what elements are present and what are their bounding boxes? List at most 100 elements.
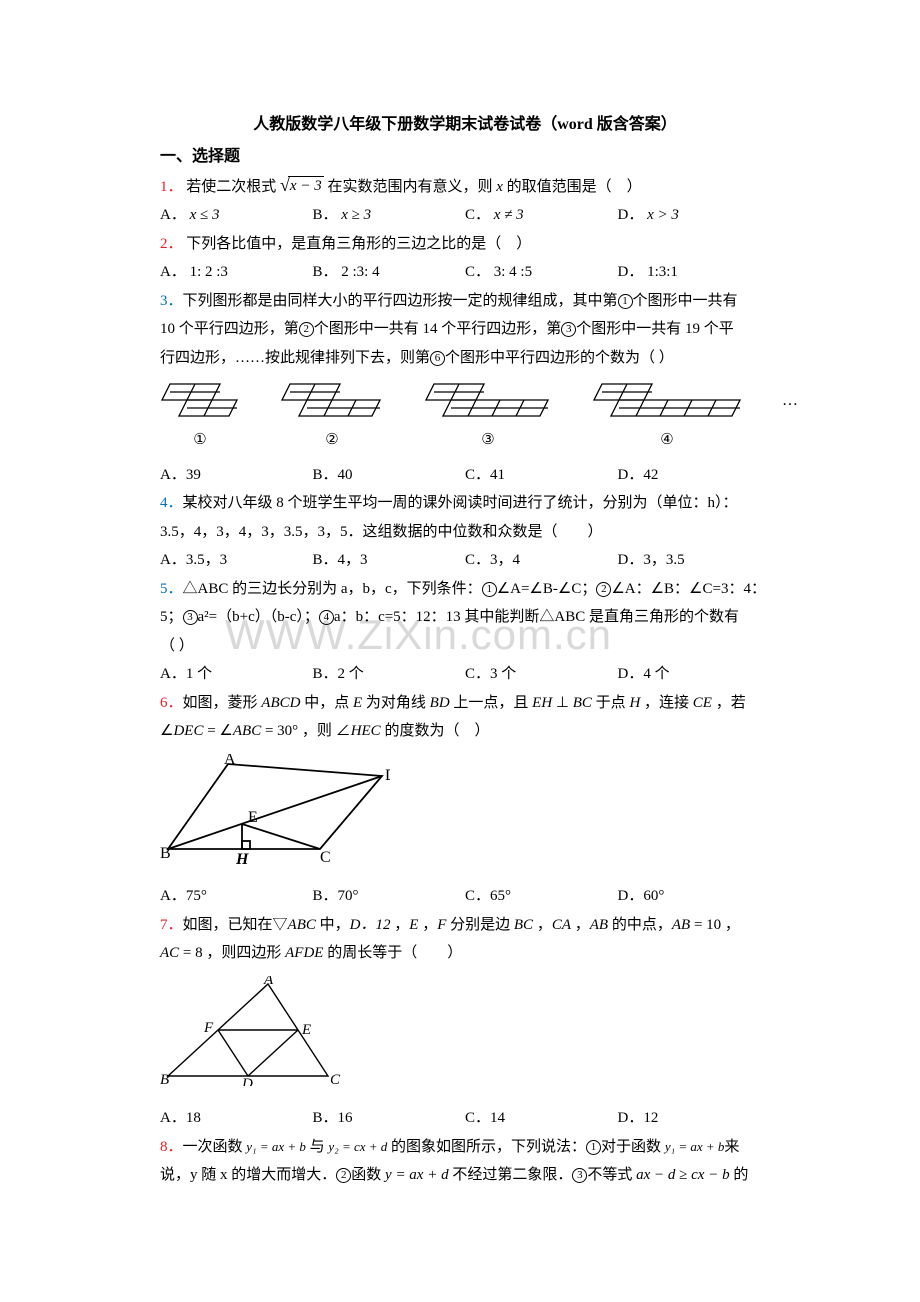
q7-opt-c: C．14 [465, 1104, 618, 1133]
q5-l1b: ∠A=∠B-∠C； [497, 581, 597, 597]
q3-line3: 行四边形，……按此规律排列下去，则第6个图形中平行四边形的个数为（ ） [160, 344, 770, 373]
circled-3-icon: 3 [183, 610, 198, 625]
q3-l3b: 个图形中平行四边形的个数为（ ） [445, 350, 674, 366]
q3-l1b: 个图形中一共有 [633, 293, 738, 309]
circled-2-icon: 2 [336, 1168, 351, 1183]
q5-l2c: a：b：c=5：12：13 其中能判断△ABC 是直角三角形的个数有 [334, 609, 739, 625]
q2-opt-a-label: A． [160, 264, 186, 280]
q1-stem-b: 在实数范围内有意义，则 [327, 179, 492, 195]
q3-l2a: 10 个平行四边形，第 [160, 321, 299, 337]
q3-l2c: 个图形中一共有 19 个平 [576, 321, 734, 337]
q1-opt-d: x > 3 [647, 207, 679, 223]
q6-t4: 上一点，且 [450, 695, 533, 711]
q4-l1: 某校对八年级 8 个班学生平均一周的课外阅读时间进行了统计，分别为（单位：h）： [183, 495, 738, 511]
q6-opt-c: C．65° [465, 882, 618, 911]
q6-BD: BD [430, 695, 450, 711]
q6-opt-b: B．70° [313, 882, 466, 911]
svg-text:E: E [301, 1022, 311, 1038]
question-1: 1． 若使二次根式 √x − 3 在实数范围内有意义，则 x 的取值范围是（ ） [160, 173, 770, 202]
q2-opt-c-label: C． [465, 264, 490, 280]
circled-4-icon: 4 [319, 610, 334, 625]
q1-opt-c-label: C． [465, 207, 490, 223]
q6-t3: 为对角线 [362, 695, 430, 711]
q5-l3: （ ） [160, 632, 770, 661]
q3-fig-4 [592, 380, 742, 422]
q3-fig-labels: ① ② ③ ④ [160, 426, 770, 455]
q8-t8: 不经过第二象限． [449, 1167, 573, 1183]
section-heading: 一、选择题 [160, 142, 770, 172]
q6-ABC: ABC [233, 723, 261, 739]
q1-stem-c: 的取值范围是（ ） [507, 179, 642, 195]
q2-options: A． 1: 2 :3 B． 2 :3: 4 C． 3: 4 :5 D． 1:3:… [160, 258, 770, 287]
q3-line2: 10 个平行四边形，第2个图形中一共有 14 个平行四边形，第3个图形中一共有 … [160, 315, 770, 344]
qnum-7: 7． [160, 917, 183, 933]
svg-text:A: A [263, 976, 274, 988]
q1-opt-b: x ≥ 3 [341, 207, 371, 223]
q8-t7: 函数 [351, 1167, 385, 1183]
q4-options: A．3.5，3 B．4，3 C．3，4 D．3，3.5 [160, 546, 770, 575]
q2-opt-b: 2 :3: 4 [341, 264, 379, 280]
q8-line2: 说，y 随 x 的增大而增大．2函数 y = ax + d 不经过第二象限．3不… [160, 1161, 770, 1190]
q4-l2: 3.5，4，3，4，3，3.5，3，5．这组数据的中位数和众数是（ ） [160, 518, 770, 547]
q6-opt-d: D．60° [618, 882, 771, 911]
q7-t4: 的中点， [608, 917, 672, 933]
svg-text:H: H [235, 851, 249, 864]
q7-t1: 如图，已知在 [183, 917, 273, 933]
q8-t4: 对于函数 [601, 1139, 665, 1155]
q3-lab-1: ① [160, 426, 240, 455]
q4-opt-d: D．3，3.5 [618, 546, 771, 575]
q1-opt-b-label: B． [313, 207, 338, 223]
q7-F: F [437, 917, 446, 933]
q4-opt-a: A．3.5，3 [160, 546, 313, 575]
q3-opt-b: B．40 [313, 461, 466, 490]
q6-EH: EH [532, 695, 552, 711]
svg-text:C: C [330, 1072, 341, 1086]
q6-line2: ∠DEC = ∠ABC = 30° ，则 ∠HEC 的度数为（ ） [160, 717, 770, 746]
qnum-2: 2． [160, 236, 183, 252]
q2-opt-c: 3: 4 :5 [494, 264, 532, 280]
q2-opt-d-label: D． [618, 264, 644, 280]
q7-AB: AB [590, 917, 608, 933]
q6-HEC: HEC [351, 723, 381, 739]
qnum-1: 1． [160, 179, 183, 195]
triangle-icon: ▽ [273, 917, 288, 933]
q5-l2b: a²=（b+c）（b-c）； [198, 609, 319, 625]
q3-fig-3 [424, 380, 552, 422]
q6-perp: ⊥ [552, 695, 573, 711]
q6-t8: = 30° ，则 ∠ [261, 723, 350, 739]
q6-options: A．75° B．70° C．65° D．60° [160, 882, 770, 911]
q4-opt-c: C．3，4 [465, 546, 618, 575]
q2-opt-b-label: B． [313, 264, 338, 280]
q3-dots: … [782, 386, 798, 416]
q7-BC: BC [514, 917, 533, 933]
q7-c3: ， [533, 917, 552, 933]
q3-opt-c: C．41 [465, 461, 618, 490]
q6-H: H [629, 695, 640, 711]
svg-text:F: F [203, 1020, 214, 1036]
q6-t6: ，连接 [640, 695, 693, 711]
svg-text:B: B [160, 1072, 169, 1086]
q8-t1: 一次函数 [183, 1139, 247, 1155]
svg-text:D: D [241, 1076, 253, 1086]
q5-opt-a: A．1 个 [160, 660, 313, 689]
question-8: 8．一次函数 y₁ = ax + b 与 y₂ = cx + d 的图象如图所示… [160, 1133, 770, 1162]
q3-fig-2 [280, 380, 384, 422]
q6-eq: = ∠ [203, 723, 232, 739]
q6-figure: A D B C E H [160, 754, 770, 875]
q3-l2b: 个图形中一共有 14 个平行四边形，第 [314, 321, 562, 337]
svg-text:A: A [224, 754, 236, 768]
circled-2-icon: 2 [596, 582, 611, 597]
q3-lab-3: ③ [424, 426, 552, 455]
q7-c2: ， [418, 917, 437, 933]
q6-DEC: DEC [173, 723, 203, 739]
q8-t3: 的图象如图所示，下列说法： [387, 1139, 586, 1155]
q6-t1: 如图，菱形 [183, 695, 262, 711]
q3-opt-a: A．39 [160, 461, 313, 490]
q1-var: x [496, 179, 503, 195]
q7-AC: AC [160, 945, 179, 961]
q7-AFDE: AFDE [285, 945, 323, 961]
qnum-8: 8． [160, 1139, 183, 1155]
q2-stem: 下列各比值中，是直角三角形的三边之比的是（ ） [186, 236, 531, 252]
q6-opt-a: A．75° [160, 882, 313, 911]
circled-3-icon: 3 [572, 1168, 587, 1183]
